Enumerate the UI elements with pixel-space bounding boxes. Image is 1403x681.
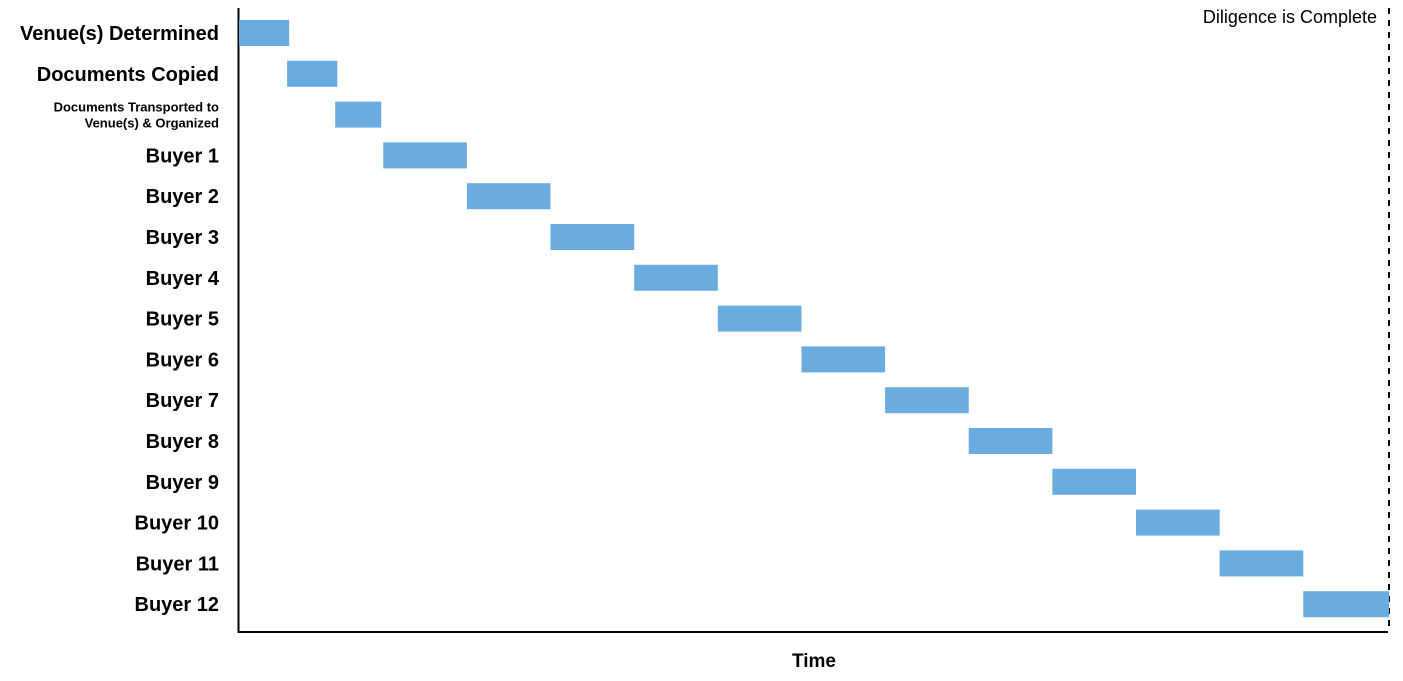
task-label-buyer-6: Buyer 6	[146, 349, 219, 371]
task-label-documents-copied: Documents Copied	[37, 64, 219, 86]
bar-buyer-3	[550, 224, 635, 250]
task-label-buyer-4: Buyer 4	[146, 268, 220, 290]
bar-documents-transported-to-venue-s-organized	[335, 101, 382, 128]
bar-venue-s-determined	[239, 20, 290, 46]
task-label-buyer-5: Buyer 5	[146, 309, 219, 331]
bar-buyer-10	[1136, 509, 1220, 536]
task-label-line: Documents Transported to	[54, 100, 219, 115]
bars-group	[239, 20, 1389, 618]
x-axis-label: Time	[792, 651, 836, 672]
bar-buyer-1	[383, 142, 467, 169]
task-label-buyer-2: Buyer 2	[146, 186, 219, 208]
task-label-buyer-10: Buyer 10	[135, 513, 220, 535]
bar-buyer-6	[801, 346, 886, 373]
bar-buyer-2	[466, 183, 551, 210]
bar-buyer-7	[885, 387, 969, 414]
task-label-buyer-11: Buyer 11	[136, 553, 219, 575]
task-label-line: Venue(s) & Organized	[85, 116, 219, 131]
task-label-buyer-7: Buyer 7	[146, 390, 219, 412]
task-label-buyer-8: Buyer 8	[146, 431, 219, 453]
task-label-documents-transported-to-venue-s-organized: Documents Transported to Venue(s) & Organ…	[54, 100, 219, 131]
labels-group: Venue(s) Determined Documents Copied Docum…	[20, 23, 220, 616]
task-label-buyer-3: Buyer 3	[146, 227, 219, 249]
task-label-buyer-1: Buyer 1	[146, 145, 219, 167]
task-label-buyer-12: Buyer 12	[135, 594, 220, 616]
task-label-buyer-9: Buyer 9	[146, 472, 219, 494]
bar-buyer-5	[717, 305, 802, 332]
bar-buyer-4	[634, 264, 718, 291]
bar-buyer-8	[968, 428, 1053, 454]
task-label-venue-s-determined: Venue(s) Determined	[20, 23, 219, 45]
bar-buyer-12	[1303, 591, 1389, 618]
bar-buyer-11	[1219, 550, 1304, 577]
milestone-label: Diligence is Complete	[1203, 7, 1377, 27]
bar-documents-copied	[287, 60, 338, 87]
bar-buyer-9	[1052, 468, 1136, 495]
